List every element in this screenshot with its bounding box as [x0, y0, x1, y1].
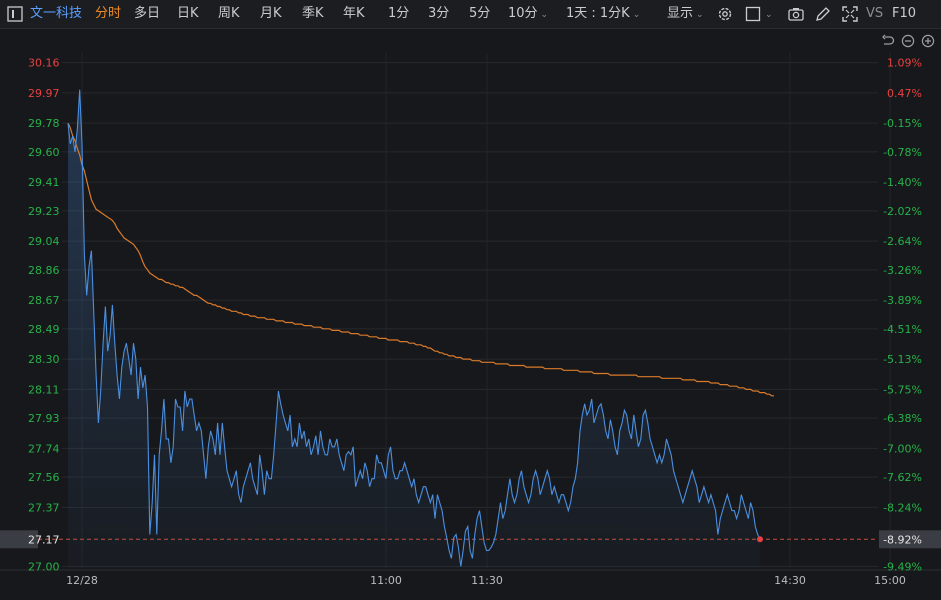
y-pct-tick-label: -0.78%: [883, 146, 922, 159]
tab-weekly-k[interactable]: 周K: [218, 6, 240, 21]
y-tick-label: 27.37: [28, 501, 60, 514]
undo-icon[interactable]: [881, 34, 895, 48]
tab-3min[interactable]: 3分: [428, 6, 450, 21]
y-pct-tick-label: -1.40%: [883, 176, 922, 189]
y-tick-label: 29.60: [28, 146, 60, 159]
tab-10min-label: 10分: [508, 6, 538, 21]
latest-price-dot: [757, 536, 763, 543]
x-tick-label: 15:00: [874, 574, 906, 587]
tab-yearly-k[interactable]: 年K: [343, 6, 365, 21]
y-tick-label: 28.67: [28, 294, 60, 307]
y-pct-tick-label: -6.38%: [883, 412, 922, 425]
y-pct-tick-label: -0.15%: [883, 117, 922, 130]
x-tick-label: 11:00: [370, 574, 402, 587]
price-line: [67, 89, 761, 567]
y-pct-tick-label: 1.09%: [887, 57, 922, 70]
chevron-down-icon[interactable]: ⌄: [765, 10, 773, 20]
price-area: [68, 89, 760, 568]
x-tick-label: 14:30: [774, 574, 806, 587]
tab-1min[interactable]: 1分: [388, 6, 410, 21]
y-tick-label: 27.17: [28, 533, 60, 546]
chart-toolbar: 文一科技 分时 多日 日K 周K 月K 季K 年K 1分 3分 5分 10分 ⌄ …: [0, 0, 941, 29]
tab-5min[interactable]: 5分: [469, 6, 491, 21]
zoom-out-icon[interactable]: [901, 34, 915, 48]
x-tick-label: 12/28: [66, 574, 98, 587]
x-tick-label: 11:30: [471, 574, 503, 587]
intraday-chart[interactable]: 30.16 1.09% 29.97 0.47% 29.78 -0.15% 29.60 -0.7…: [0, 28, 941, 600]
current-price-box: [0, 530, 38, 549]
tab-daily-k[interactable]: 日K: [177, 6, 199, 21]
camera-icon[interactable]: [787, 5, 805, 23]
tab-multi-day[interactable]: 多日: [134, 6, 161, 21]
display-dropdown[interactable]: 显示 ⌄: [667, 0, 704, 28]
price-area-fill: [68, 89, 760, 568]
checkbox-icon[interactable]: [744, 5, 762, 23]
y-pct-tick-label: -5.75%: [883, 383, 922, 396]
y-pct-tick-label: -2.02%: [883, 205, 922, 218]
f10-button[interactable]: F10: [892, 6, 917, 21]
vs-button[interactable]: VS: [866, 6, 884, 21]
y-tick-label: 27.74: [28, 442, 60, 455]
y-tick-label: 27.93: [28, 412, 60, 425]
y-tick-label: 29.41: [28, 176, 60, 189]
y-tick-label: 27.00: [28, 560, 60, 573]
pencil-icon[interactable]: [814, 5, 832, 23]
y-tick-label: 29.78: [28, 117, 60, 130]
chart-lines: [38, 89, 878, 567]
y-pct-tick-label: 0.47%: [887, 87, 922, 100]
y-tick-label: 28.30: [28, 353, 60, 366]
kline-toggle-icon[interactable]: [6, 5, 24, 23]
y-tick-label: 28.86: [28, 264, 60, 277]
tab-monthly-k[interactable]: 月K: [260, 6, 282, 21]
y-tick-label: 28.49: [28, 323, 60, 336]
y-pct-tick-label: -3.26%: [883, 264, 922, 277]
y-tick-label: 29.04: [28, 235, 60, 248]
chevron-down-icon: ⌄: [632, 10, 641, 20]
zoom-in-icon[interactable]: [921, 34, 935, 48]
y-tick-label: 30.16: [28, 57, 60, 70]
display-label: 显示: [667, 6, 694, 21]
y-pct-tick-label: -4.51%: [883, 323, 922, 336]
y-pct-tick-label: -8.92%: [883, 533, 922, 546]
axis-labels: 30.16 1.09% 29.97 0.47% 29.78 -0.15% 29.60 -0.7…: [0, 57, 941, 587]
chevron-down-icon: ⌄: [540, 10, 549, 20]
y-pct-tick-label: -5.13%: [883, 353, 922, 366]
period-select[interactable]: 1天 : 1分K ⌄: [566, 0, 640, 28]
period-select-label: 1天 : 1分K: [566, 6, 630, 21]
y-pct-tick-label: -3.89%: [883, 294, 922, 307]
y-tick-label: 27.56: [28, 471, 60, 484]
avg-price-line: [67, 122, 774, 397]
y-tick-label: 29.97: [28, 87, 60, 100]
y-tick-label: 29.23: [28, 205, 60, 218]
settings-icon[interactable]: [716, 5, 734, 23]
y-pct-tick-label: -7.00%: [883, 442, 922, 455]
tab-10min-dropdown[interactable]: 10分 ⌄: [508, 0, 548, 28]
y-tick-label: 28.11: [28, 383, 60, 396]
y-pct-tick-label: -2.64%: [883, 235, 922, 248]
stock-name[interactable]: 文一科技: [30, 6, 83, 21]
fullscreen-icon[interactable]: [841, 5, 859, 23]
chevron-down-icon: ⌄: [696, 10, 704, 20]
y-pct-tick-label: -7.62%: [883, 471, 922, 484]
tab-quarterly-k[interactable]: 季K: [302, 6, 324, 21]
y-pct-tick-label: -9.49%: [883, 560, 922, 573]
current-change-box: [879, 530, 941, 549]
y-pct-tick-label: -8.24%: [883, 501, 922, 514]
tab-intraday[interactable]: 分时: [95, 6, 122, 21]
